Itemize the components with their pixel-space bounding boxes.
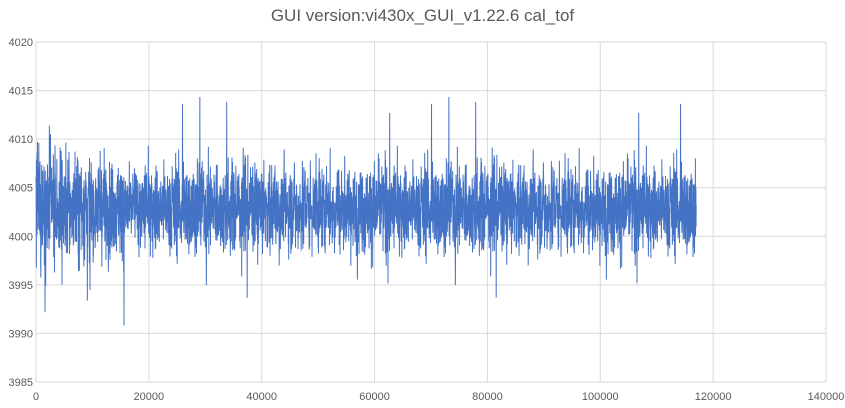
- y-tick-label: 4015: [9, 86, 33, 98]
- x-tick-label: 80000: [472, 391, 503, 403]
- x-tick-label: 100000: [582, 391, 619, 403]
- y-tick-label: 3985: [9, 377, 33, 389]
- x-tick-label: 60000: [359, 391, 390, 403]
- x-tick-label: 120000: [695, 391, 732, 403]
- y-tick-label: 4020: [9, 37, 33, 49]
- y-tick-label: 3995: [9, 280, 33, 292]
- y-tick-label: 4010: [9, 134, 33, 146]
- x-tick-label: 140000: [808, 391, 845, 403]
- x-tick-label: 20000: [134, 391, 165, 403]
- x-tick-label: 40000: [246, 391, 277, 403]
- chart-title: GUI version:vi430x_GUI_v1.22.6 cal_tof: [270, 6, 575, 25]
- y-tick-label: 4000: [9, 231, 33, 243]
- series-line-layer: [35, 97, 697, 326]
- series-line: [35, 97, 697, 326]
- x-tick-label: 0: [33, 391, 39, 403]
- y-tick-label: 3990: [9, 328, 33, 340]
- y-tick-label: 4005: [9, 183, 33, 195]
- axis-labels: 3985 3990 3995 4000 4005 4010 4015 4020 0 20000 40…: [9, 37, 845, 403]
